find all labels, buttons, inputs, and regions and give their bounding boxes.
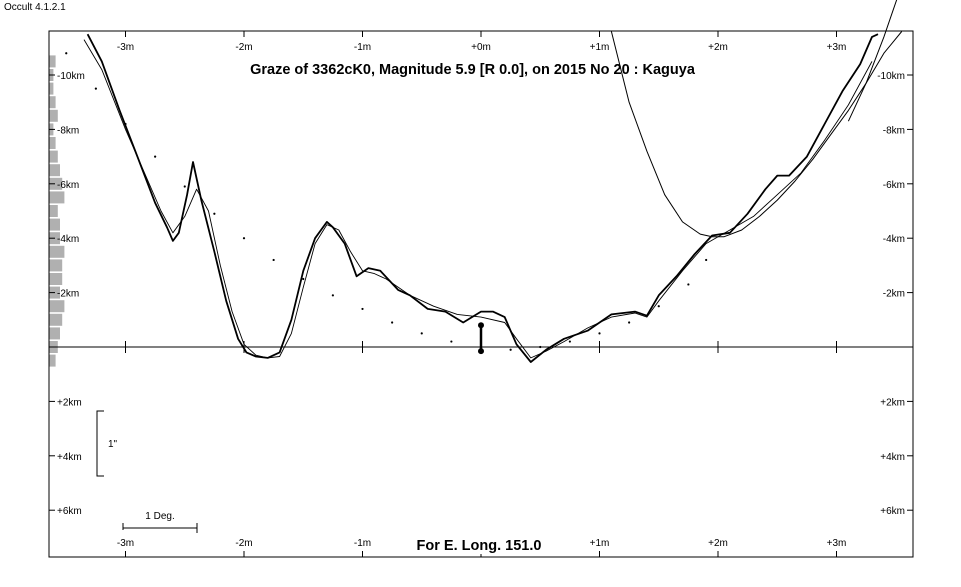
x-tick-label-top: +2m <box>708 42 728 53</box>
histogram-bar <box>49 327 60 340</box>
x-tick-label-bottom: +2m <box>708 538 728 549</box>
y-tick-label-left: -10km <box>57 71 85 82</box>
histogram-bar <box>49 82 54 95</box>
limit-dot <box>420 332 423 335</box>
limit-dot <box>657 305 660 308</box>
y-tick-label-left: -8km <box>57 125 79 136</box>
app-version: Occult 4.1.2.1 <box>4 2 66 13</box>
y-tick-label-left: -6km <box>57 180 79 191</box>
x-tick-label-bottom: -3m <box>117 538 134 549</box>
limit-dot <box>509 348 512 351</box>
y-tick-label-left: -2km <box>57 289 79 300</box>
histogram-bar <box>49 313 63 326</box>
limit-dot <box>65 52 68 55</box>
y-tick-label-right: -2km <box>883 289 905 300</box>
histogram-bar <box>49 137 56 149</box>
histogram-bar <box>49 205 58 217</box>
histogram-bar <box>49 354 56 367</box>
limit-dot <box>183 185 186 188</box>
y-tick-label-right: -4km <box>883 234 905 245</box>
series-smooth-profile <box>83 39 873 359</box>
limit-dot <box>539 345 542 349</box>
limit-dot <box>242 237 246 240</box>
histogram-bar <box>49 218 60 231</box>
x-tick-label-top: -1m <box>354 42 371 53</box>
limit-dot <box>213 212 216 215</box>
chart-footer: For E. Long. 151.0 <box>0 538 958 554</box>
y-tick-label-right: +4km <box>880 452 905 463</box>
limit-dot <box>391 321 394 324</box>
y-tick-label-left: +2km <box>57 397 82 408</box>
plot-frame <box>48 30 914 558</box>
limit-dot <box>302 277 305 281</box>
histogram-bar <box>49 259 63 272</box>
histogram-bar <box>49 191 65 204</box>
x-tick-label-bottom: -2m <box>235 538 252 549</box>
x-tick-label-top: +1m <box>590 42 610 53</box>
observer-marker-bottom <box>478 348 484 355</box>
observer-marker-top <box>478 322 484 329</box>
x-tick-label-top: +0m <box>471 42 491 53</box>
vertical-scale-bar <box>96 410 104 477</box>
y-tick-label-right: +2km <box>880 397 905 408</box>
histogram-bar <box>49 150 58 163</box>
horizontal-scale-label: 1 Deg. <box>145 511 174 522</box>
x-tick-label-bottom: +3m <box>827 538 847 549</box>
series-limb-curve-b <box>847 0 898 122</box>
limit-dot <box>154 155 157 158</box>
limit-dot <box>568 340 571 343</box>
limit-dot <box>124 122 127 126</box>
series-limb-curve-a <box>610 31 903 238</box>
limit-dot <box>598 332 601 335</box>
histogram-bar <box>49 96 56 109</box>
limit-dot <box>331 294 334 297</box>
limit-dot <box>450 340 453 343</box>
y-tick-label-right: -10km <box>877 71 905 82</box>
histogram-bar <box>49 300 65 313</box>
histogram-bar <box>49 273 63 285</box>
x-tick-label-bottom: -1m <box>354 538 371 549</box>
limit-dot <box>687 283 690 286</box>
y-tick-label-left: +6km <box>57 506 82 517</box>
x-tick-label-top: -3m <box>117 42 134 53</box>
histogram-bar <box>49 245 65 258</box>
limit-dot <box>272 258 275 262</box>
limit-dot <box>94 87 97 90</box>
y-tick-label-right: -6km <box>883 180 905 191</box>
limit-dot <box>705 258 708 262</box>
histogram-bar <box>49 55 56 68</box>
footer-label: For E. Long. 151.0 <box>415 538 543 554</box>
limit-dot <box>361 307 364 311</box>
y-tick-label-right: -8km <box>883 125 905 136</box>
vertical-scale-label: 1" <box>108 439 118 450</box>
histogram-bar <box>49 109 58 122</box>
x-tick-label-bottom: +1m <box>590 538 610 549</box>
chart-title: Graze of 3362cK0, Magnitude 5.9 [R 0.0],… <box>250 62 695 78</box>
limit-dot <box>628 321 631 324</box>
horizontal-scale-bar <box>122 523 198 533</box>
y-tick-label-right: +6km <box>880 506 905 517</box>
series-rough-profile <box>86 33 879 363</box>
x-tick-label-top: +3m <box>827 42 847 53</box>
y-tick-label-left: -4km <box>57 234 79 245</box>
y-tick-label-left: +4km <box>57 452 82 463</box>
histogram-bar <box>49 177 63 190</box>
x-tick-label-top: -2m <box>235 42 252 53</box>
histogram-bar <box>49 164 60 177</box>
